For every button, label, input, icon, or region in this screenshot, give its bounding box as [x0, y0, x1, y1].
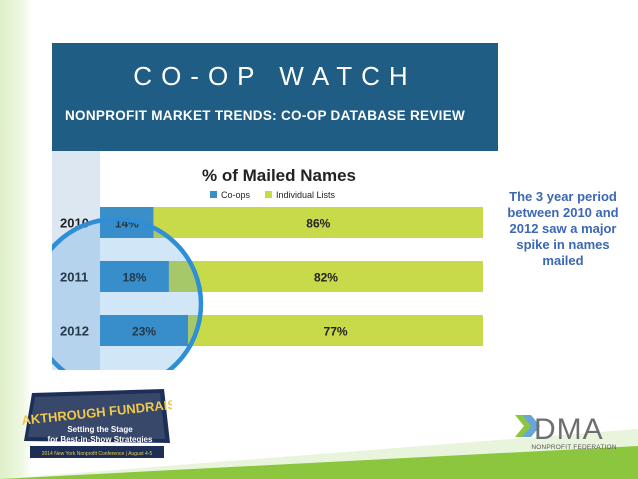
- badge-line4: 2014 New York Nonprofit Conference | Aug…: [42, 451, 153, 457]
- slide-header: CO-OP WATCH NONPROFIT MARKET TRENDS: CO-…: [52, 43, 498, 151]
- data-label-2011-2: 82%: [314, 271, 338, 285]
- bar-2011-1: [100, 261, 169, 292]
- slide-subtitle: NONPROFIT MARKET TRENDS: CO-OP DATABASE …: [65, 108, 466, 123]
- bar-2010-2: [153, 207, 483, 238]
- dma-chevron-icon: [515, 415, 540, 437]
- annotation-note: The 3 year period between 2010 and 2012 …: [507, 189, 619, 268]
- category-label-column: [52, 151, 100, 370]
- bar-2012-1: [100, 315, 189, 346]
- slide-title: CO-OP WATCH: [133, 61, 417, 91]
- badge-line3: for Best-in-Show Strategies: [48, 435, 153, 444]
- data-label-2010-2: 86%: [306, 217, 330, 231]
- left-decorative-stripe: [0, 0, 32, 479]
- dma-logo-text: DMA: [534, 413, 604, 446]
- bar-2011-2: [168, 261, 483, 292]
- badge-line2: Setting the Stage: [67, 425, 133, 434]
- bar-2012-2: [188, 315, 483, 346]
- data-label-2011-1: 18%: [122, 271, 146, 285]
- conference-badge-logo: BREAKTHROUGH FUNDRAISING Setting the Sta…: [22, 389, 172, 458]
- data-label-2012-1: 23%: [132, 325, 156, 339]
- category-label-2012: 2012: [60, 324, 89, 339]
- chart-area: % of Mailed Names Co-ops Individual Lists 2…: [52, 151, 498, 370]
- dma-logo-subtext: NONPROFIT FEDERATION: [531, 444, 617, 451]
- legend-label-2: Individual Lists: [276, 190, 336, 200]
- legend-swatch-1: [210, 191, 217, 198]
- embedded-slide: CO-OP WATCH NONPROFIT MARKET TRENDS: CO-…: [52, 43, 498, 370]
- highlight-circle: [52, 216, 204, 370]
- legend-swatch-2: [265, 191, 272, 198]
- data-label-2012-2: 77%: [324, 325, 348, 339]
- category-label-2011: 2011: [60, 270, 88, 285]
- stacked-bar-chart: % of Mailed Names Co-ops Individual Lists 2…: [52, 151, 498, 370]
- legend-label-1: Co-ops: [221, 190, 251, 200]
- chart-title: % of Mailed Names: [202, 166, 356, 185]
